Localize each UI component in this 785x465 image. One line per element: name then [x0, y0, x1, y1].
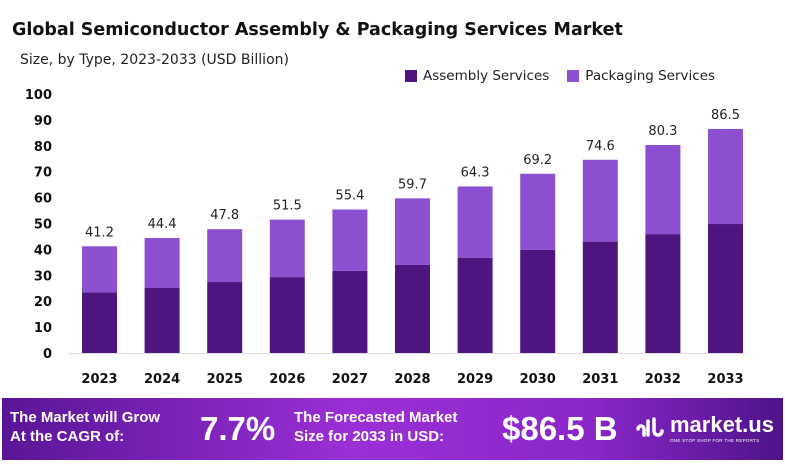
legend-label: Packaging Services — [585, 68, 716, 84]
bar-packaging-2032 — [645, 145, 681, 235]
legend-label: Assembly Services — [423, 68, 550, 84]
bar-assembly-2031 — [582, 241, 618, 353]
x-tick-label: 2033 — [707, 372, 743, 387]
bar-packaging-2026 — [269, 219, 305, 278]
bar-assembly-2028 — [395, 264, 430, 353]
logo-icon — [636, 416, 664, 437]
bar-packaging-2024 — [144, 238, 180, 288]
legend-item-assembly: Assembly Services — [405, 68, 549, 84]
data-label: 59.7 — [398, 177, 427, 192]
size-label-line: Size for 2033 in USD: — [294, 428, 445, 445]
data-label: 47.8 — [210, 208, 239, 223]
data-label: 80.3 — [648, 124, 677, 139]
chart-subtitle: Size, by Type, 2023-2033 (USD Billion) — [20, 52, 289, 68]
x-tick-label: 2028 — [394, 372, 430, 387]
plot-area: 010203040506070809010041.2202344.4202447… — [25, 88, 745, 387]
y-tick-label: 100 — [25, 88, 52, 103]
cagr-label-line: At the CAGR of: — [10, 428, 125, 445]
brand-name: market.us — [670, 412, 774, 437]
brand-logo: market.us ONE STOP SHOP FOR THE REPORTS — [634, 412, 774, 443]
x-tick-label: 2032 — [645, 372, 681, 387]
legend-item-packaging: Packaging Services — [567, 68, 715, 84]
data-label: 41.2 — [85, 225, 114, 240]
bar-assembly-2029 — [457, 257, 493, 353]
chart-title: Global Semiconductor Assembly & Packagin… — [12, 20, 623, 40]
bar-assembly-2030 — [520, 249, 556, 353]
footer-banner: The Market will Grow At the CAGR of: 7.7%… — [2, 398, 783, 460]
bar-packaging-2025 — [207, 229, 243, 283]
x-tick-label: 2023 — [81, 372, 117, 387]
bar-assembly-2024 — [144, 287, 180, 353]
y-tick-label: 90 — [34, 114, 52, 129]
x-tick-label: 2027 — [332, 372, 368, 387]
bar-assembly-2027 — [332, 270, 368, 353]
y-tick-label: 30 — [34, 269, 52, 284]
cagr-value: 7.7% — [200, 410, 276, 447]
bar-packaging-2033 — [708, 128, 743, 225]
size-value: $86.5 B — [502, 410, 618, 447]
bar-assembly-2033 — [708, 224, 743, 353]
bar-assembly-2026 — [269, 277, 305, 353]
bar-assembly-2023 — [82, 292, 117, 353]
cagr-label-line: The Market will Grow — [10, 409, 161, 426]
bar-assembly-2032 — [645, 234, 681, 353]
y-tick-label: 0 — [43, 347, 52, 362]
x-tick-label: 2024 — [144, 372, 180, 387]
y-tick-label: 10 — [34, 321, 52, 336]
data-label: 64.3 — [461, 165, 490, 180]
x-tick-label: 2031 — [582, 372, 618, 387]
data-label: 69.2 — [523, 153, 552, 168]
legend-swatch — [405, 70, 417, 82]
data-label: 51.5 — [273, 199, 302, 214]
bar-packaging-2031 — [582, 159, 618, 242]
bar-packaging-2030 — [520, 173, 556, 250]
bar-packaging-2027 — [332, 209, 368, 271]
data-label: 44.4 — [148, 217, 177, 232]
bar-packaging-2028 — [395, 198, 430, 265]
y-tick-label: 80 — [34, 140, 52, 155]
legend-swatch — [567, 70, 580, 82]
bar-packaging-2029 — [457, 186, 493, 258]
legend: Assembly Services Packaging Services — [405, 68, 715, 84]
y-tick-label: 70 — [34, 166, 52, 181]
x-tick-label: 2026 — [269, 372, 305, 387]
x-tick-label: 2025 — [207, 372, 243, 387]
cagr-label: The Market will Grow At the CAGR of: — [10, 408, 160, 446]
x-tick-label: 2030 — [520, 372, 556, 387]
y-tick-label: 50 — [34, 218, 52, 233]
y-tick-label: 40 — [34, 243, 52, 258]
data-label: 74.6 — [586, 139, 615, 154]
y-tick-label: 60 — [34, 192, 52, 207]
bar-packaging-2023 — [82, 246, 117, 293]
data-label: 86.5 — [711, 108, 740, 123]
data-label: 55.4 — [335, 189, 364, 204]
size-label-line: The Forecasted Market — [294, 409, 458, 426]
brand-tagline: ONE STOP SHOP FOR THE REPORTS — [670, 438, 760, 443]
y-tick-label: 20 — [34, 295, 52, 310]
size-label: The Forecasted Market Size for 2033 in US… — [294, 408, 457, 446]
bar-assembly-2025 — [207, 282, 243, 353]
x-tick-label: 2029 — [457, 372, 493, 387]
